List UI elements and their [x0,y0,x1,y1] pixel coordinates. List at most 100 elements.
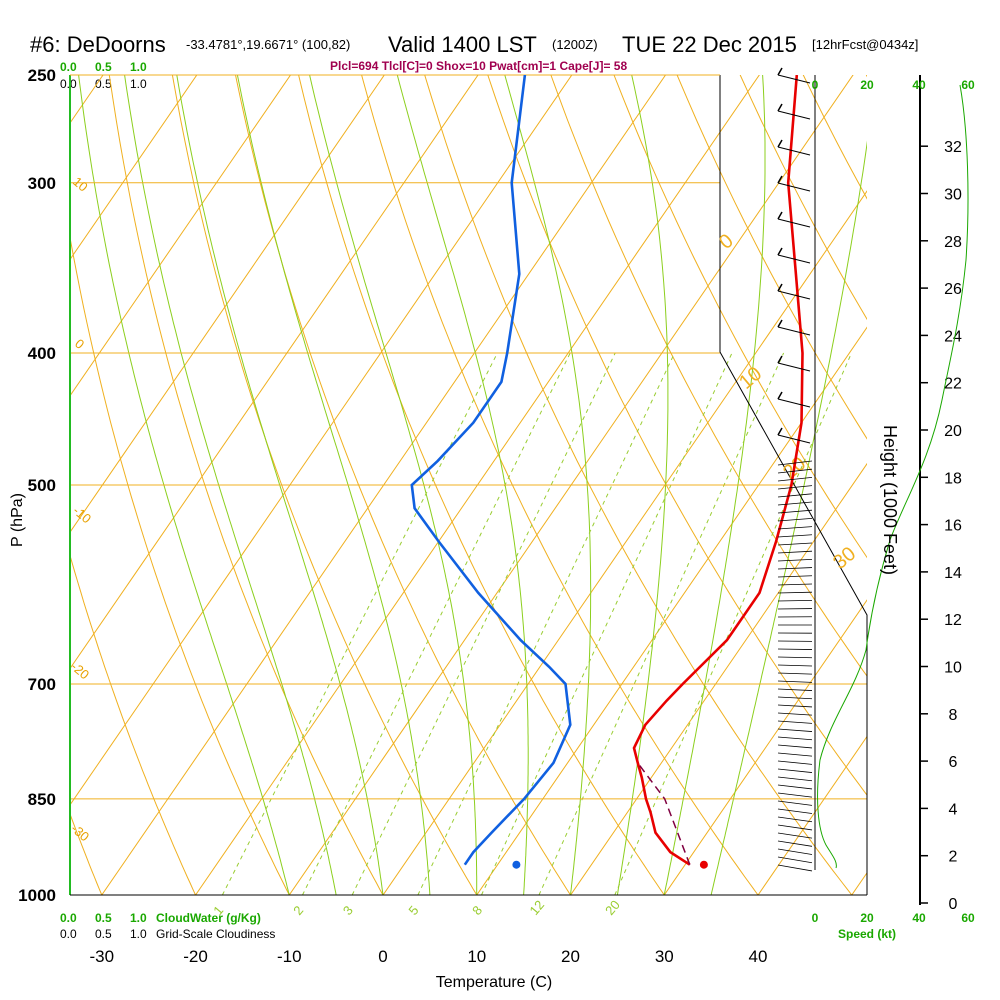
valid-time: Valid 1400 LST [388,32,537,57]
temperature-tick--20: -20 [183,947,208,966]
wind-barb-low [777,768,813,773]
wind-barb-low [777,567,813,570]
wind-barb-low [777,832,813,839]
mixing-ratio-label-3: 3 [340,903,356,918]
dry-adiabat-lines [70,75,867,895]
wind-barb [777,362,811,372]
isotherm-40 [757,735,867,895]
dry-adiabat-10 [171,75,478,895]
wind-barb [777,74,811,84]
speed-tick-bottom-20: 20 [860,911,874,925]
wind-barb-flag [777,211,783,220]
wind-barb-low [777,599,813,602]
wind-barb-low [777,816,813,823]
plot-right-boundary [719,75,868,895]
dry-adiabat--10 [70,234,290,895]
wind-barb-low [777,848,813,855]
pressure-tick-1000: 1000 [18,886,56,905]
cloud-water-scale-top-0: 0.0 [60,60,77,74]
wind-barb-low [777,856,813,864]
mixing-ratio-lines [221,352,852,895]
cloud-water-scale-bottom-0: 0.0 [60,911,77,925]
cloudiness-scale-bottom-0: 0.0 [60,927,77,941]
dry-adiabat-label-right-1: 10 [735,363,766,394]
wind-barb-low [777,744,813,749]
station-title: #6: DeDoorns [30,32,166,57]
wind-barb [777,434,811,444]
speed-tick-top-20: 20 [860,78,874,92]
isotherm-lines [70,75,867,895]
dry-adiabat-0 [108,75,384,895]
mixing-ratio-label-2: 2 [290,903,306,918]
dry-adiabat-40 [361,75,759,895]
dry-adiabat--20 [70,553,197,895]
wind-barb-column [777,67,816,872]
pressure-tick-700: 700 [28,675,56,694]
cloudiness-scale-top-2: 1.0 [130,77,147,91]
mixing-ratio-12 [538,352,785,895]
moist-adiabat-5 [236,75,431,895]
wind-barb-low [777,542,813,546]
wind-barb-low [777,728,813,732]
wind-barb-low [777,696,813,700]
wind-barb [777,398,811,408]
dry-adiabat-50 [424,75,853,895]
wind-barb-low [777,526,813,530]
isotherm--50 [70,75,479,670]
moist-adiabat-0 [176,75,384,895]
isotherm--20 [194,75,760,895]
wind-barb-flag [777,427,783,436]
valid-time-z: (1200Z) [552,37,598,52]
mixing-ratio-labels: 1 2 3 5 8 12 20 [210,897,623,918]
moist-adiabat-30 [663,75,766,895]
height-tick-12: 12 [944,612,962,629]
moist-adiabat--10 [78,75,290,895]
wind-barb-low [777,583,813,586]
station-location: -33.4781°,19.6671° (100,82) [186,37,350,52]
wind-barb [777,254,811,264]
height-tick-20: 20 [944,423,962,440]
temperature-axis-label: Temperature (C) [436,974,552,991]
wind-barb-low [777,784,813,790]
wind-barb-flag [777,391,783,400]
moist-adiabat-lines [78,75,867,895]
height-tick-2: 2 [949,849,958,866]
dry-adiabat--30 [70,812,103,895]
dry-adiabat-label-right-0: 0 [715,230,738,254]
height-tick-0: 0 [949,896,958,913]
wind-barb-low [777,672,813,675]
wind-barb-low [777,534,813,538]
wind-barb-low [777,664,813,667]
parcel-trace [637,762,691,865]
speed-tick-bottom-0: 0 [812,911,819,925]
mixing-ratio-2 [302,352,571,895]
dry-adiabat-100 [739,75,867,321]
wind-barb-low [777,864,813,872]
wind-barb-low [777,460,813,466]
temperature-trace [632,75,804,866]
speed-tick-bottom-60: 60 [961,911,975,925]
isotherm-30 [663,599,867,895]
temperature-tick-30: 30 [655,947,674,966]
cloudiness-scale-bottom-1: 0.5 [95,927,112,941]
forecast-date: TUE 22 Dec 2015 [622,32,797,57]
height-tick-8: 8 [949,707,958,724]
isotherm-20 [569,462,867,895]
forecast-info: [12hrFcst@0434z] [812,37,918,52]
temperature-tick--30: -30 [90,947,115,966]
wind-speed-profile [817,84,969,869]
wind-barb-low [777,704,813,708]
moist-adiabat-20 [504,75,592,895]
dewpoint-trace [410,75,572,866]
dry-adiabat-60 [487,75,867,796]
sounding-traces [410,75,804,866]
isotherm--80 [70,75,198,261]
wind-barb-flag [777,319,783,328]
isotherm-50 [851,871,867,895]
wind-barb-low [777,501,813,506]
wind-barb-low [777,688,813,691]
speed-axis-label: Speed (kt) [838,927,896,941]
mixing-ratio-1 [221,352,498,895]
